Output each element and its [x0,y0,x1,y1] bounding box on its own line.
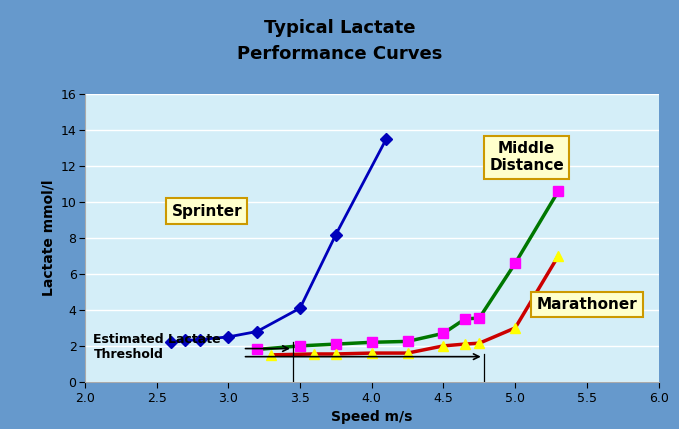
Y-axis label: Lactate mmol/l: Lactate mmol/l [41,180,55,296]
Text: Performance Curves: Performance Curves [237,45,442,63]
Text: Estimated Lactate
Threshold: Estimated Lactate Threshold [94,333,221,361]
Text: Middle
Distance: Middle Distance [490,141,564,173]
Text: Marathoner: Marathoner [536,297,638,312]
Text: Typical Lactate: Typical Lactate [263,19,416,37]
Text: Sprinter: Sprinter [172,204,242,219]
X-axis label: Speed m/s: Speed m/s [331,410,412,424]
